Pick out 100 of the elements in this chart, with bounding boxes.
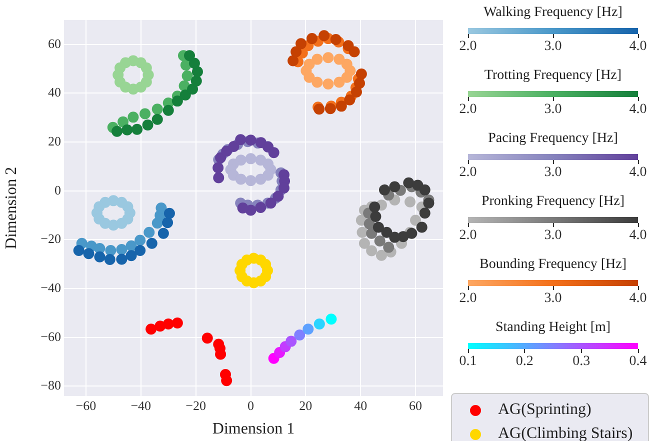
x-tick-label: −20	[186, 398, 206, 414]
color-bar-title: Pacing Frequency [Hz]	[487, 131, 619, 147]
point	[290, 46, 302, 58]
point	[366, 228, 378, 239]
point	[314, 318, 325, 330]
x-tick-label: 60	[409, 398, 422, 414]
point	[83, 248, 94, 260]
point	[105, 244, 116, 256]
point	[158, 228, 169, 239]
point	[272, 190, 284, 202]
point	[126, 250, 137, 262]
point	[162, 318, 174, 330]
point	[245, 134, 256, 146]
point	[265, 198, 276, 209]
point	[146, 238, 158, 249]
point	[389, 181, 400, 192]
point	[370, 211, 382, 222]
point	[118, 116, 129, 128]
point	[341, 72, 352, 83]
point	[122, 124, 133, 136]
point	[372, 222, 384, 233]
point	[318, 30, 330, 42]
point	[188, 58, 200, 69]
point	[389, 232, 400, 243]
point	[140, 76, 152, 88]
point	[221, 375, 232, 386]
point	[419, 184, 430, 196]
color-bar-label: 0.2	[514, 354, 534, 370]
point	[255, 154, 266, 166]
point	[423, 198, 434, 209]
point	[419, 208, 430, 219]
color-bar-label: 2.0	[458, 102, 478, 118]
point	[348, 46, 360, 58]
point	[235, 174, 246, 185]
point	[235, 134, 246, 146]
point	[112, 126, 123, 137]
color-bar-title: Pronking Frequency [Hz]	[480, 194, 626, 210]
point	[73, 244, 84, 256]
point	[404, 196, 416, 208]
point	[306, 33, 318, 44]
point	[212, 162, 224, 174]
x-axis-title: Dimension 1	[212, 420, 295, 438]
y-tick-label: 20	[48, 134, 61, 148]
point	[140, 108, 151, 120]
point	[104, 254, 116, 266]
point	[228, 140, 240, 152]
point	[326, 314, 337, 325]
point	[344, 94, 356, 106]
point	[146, 324, 157, 335]
point	[324, 103, 336, 114]
point	[262, 170, 274, 181]
point	[128, 112, 139, 123]
legend-label: AG(Sprinting)	[498, 401, 592, 419]
point	[172, 96, 183, 107]
point	[379, 184, 390, 196]
point	[374, 235, 386, 246]
point	[322, 78, 334, 90]
color-bar-title: Walking Frequency [Hz]	[482, 5, 624, 21]
point	[356, 68, 367, 80]
point	[334, 54, 345, 65]
point	[192, 66, 203, 78]
color-bar-title: Trotting Frequency [Hz]	[483, 68, 623, 84]
point	[184, 50, 196, 62]
point	[334, 76, 345, 88]
point	[366, 245, 378, 256]
color-bar-label: 3.0	[543, 39, 563, 55]
point	[383, 242, 394, 253]
point	[268, 147, 280, 158]
color-bar-label: 2.0	[458, 291, 478, 307]
point	[190, 76, 202, 87]
x-tick-label: 40	[354, 398, 368, 414]
color-bar-title: Standing Height [m]	[494, 320, 612, 336]
point	[403, 177, 414, 188]
point	[122, 213, 134, 224]
point	[304, 72, 315, 83]
point	[302, 324, 314, 335]
point	[162, 217, 174, 228]
point	[144, 226, 155, 238]
point	[180, 89, 191, 100]
point	[356, 226, 368, 238]
point	[322, 52, 334, 64]
point	[164, 208, 175, 219]
point	[260, 271, 272, 282]
point	[312, 76, 323, 88]
color-bar-label: 2.0	[458, 39, 478, 55]
point	[286, 336, 297, 347]
point	[202, 332, 213, 344]
point	[376, 250, 387, 261]
color-bar-label: 3.0	[543, 165, 563, 181]
color-bar-label: 4.0	[628, 291, 648, 307]
x-tick-label: 20	[299, 398, 312, 414]
point	[416, 222, 428, 233]
point	[245, 175, 256, 186]
point	[354, 78, 366, 89]
color-bar-label: 2.0	[458, 165, 478, 181]
point	[172, 318, 183, 328]
y-tick-label: 60	[48, 36, 61, 51]
y-tick-label: −40	[40, 280, 61, 295]
point	[116, 244, 128, 256]
y-tick-label: 0	[54, 182, 61, 198]
